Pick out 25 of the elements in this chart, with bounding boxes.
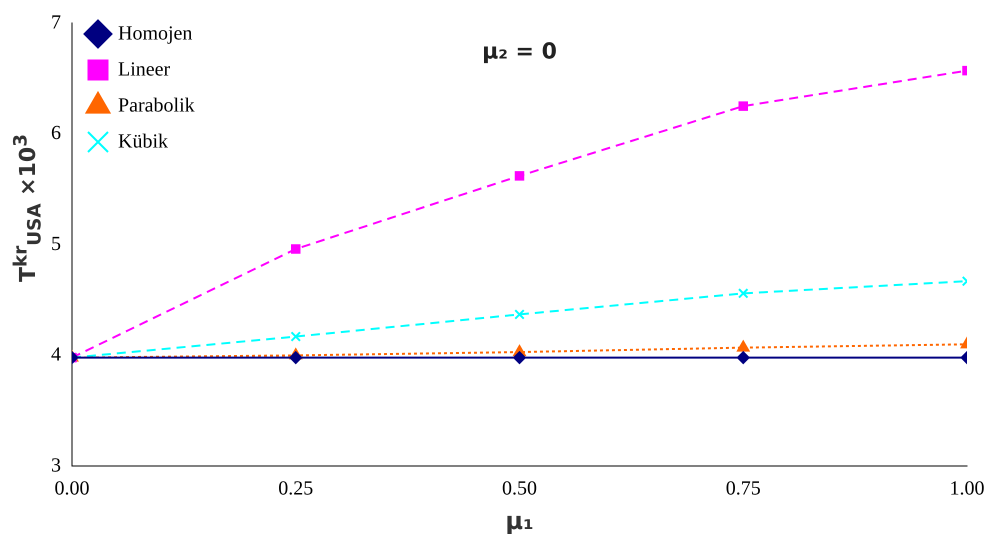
- x-tick-label: 0.00: [54, 477, 90, 500]
- point: [289, 351, 302, 364]
- point: [291, 244, 300, 254]
- legend-label: Kübik: [118, 130, 168, 152]
- y-tick-label: 4: [51, 344, 61, 366]
- x-tick-label: 0.75: [726, 477, 761, 500]
- point: [738, 101, 748, 111]
- point: [514, 309, 525, 320]
- legend-label: Parabolik: [118, 94, 195, 116]
- x-axis-title: μ₁: [505, 506, 534, 535]
- y-tick-label: 7: [51, 11, 61, 34]
- x-tick-label: 1.00: [950, 477, 984, 500]
- point: [513, 351, 526, 364]
- y-tick-label: 5: [51, 232, 61, 255]
- x-tick-label: 0.50: [502, 477, 537, 500]
- legend-label: Lineer: [118, 58, 171, 80]
- point: [736, 351, 750, 364]
- point: [738, 288, 748, 299]
- point: [514, 171, 524, 181]
- legend-label: Homojen: [118, 22, 192, 44]
- y-tick-label: 6: [51, 122, 61, 144]
- point: [290, 331, 301, 342]
- text: μ₂ = 0: [482, 40, 557, 65]
- y-tick-label: 3: [51, 454, 61, 476]
- x-tick-label: 0.25: [278, 477, 314, 500]
